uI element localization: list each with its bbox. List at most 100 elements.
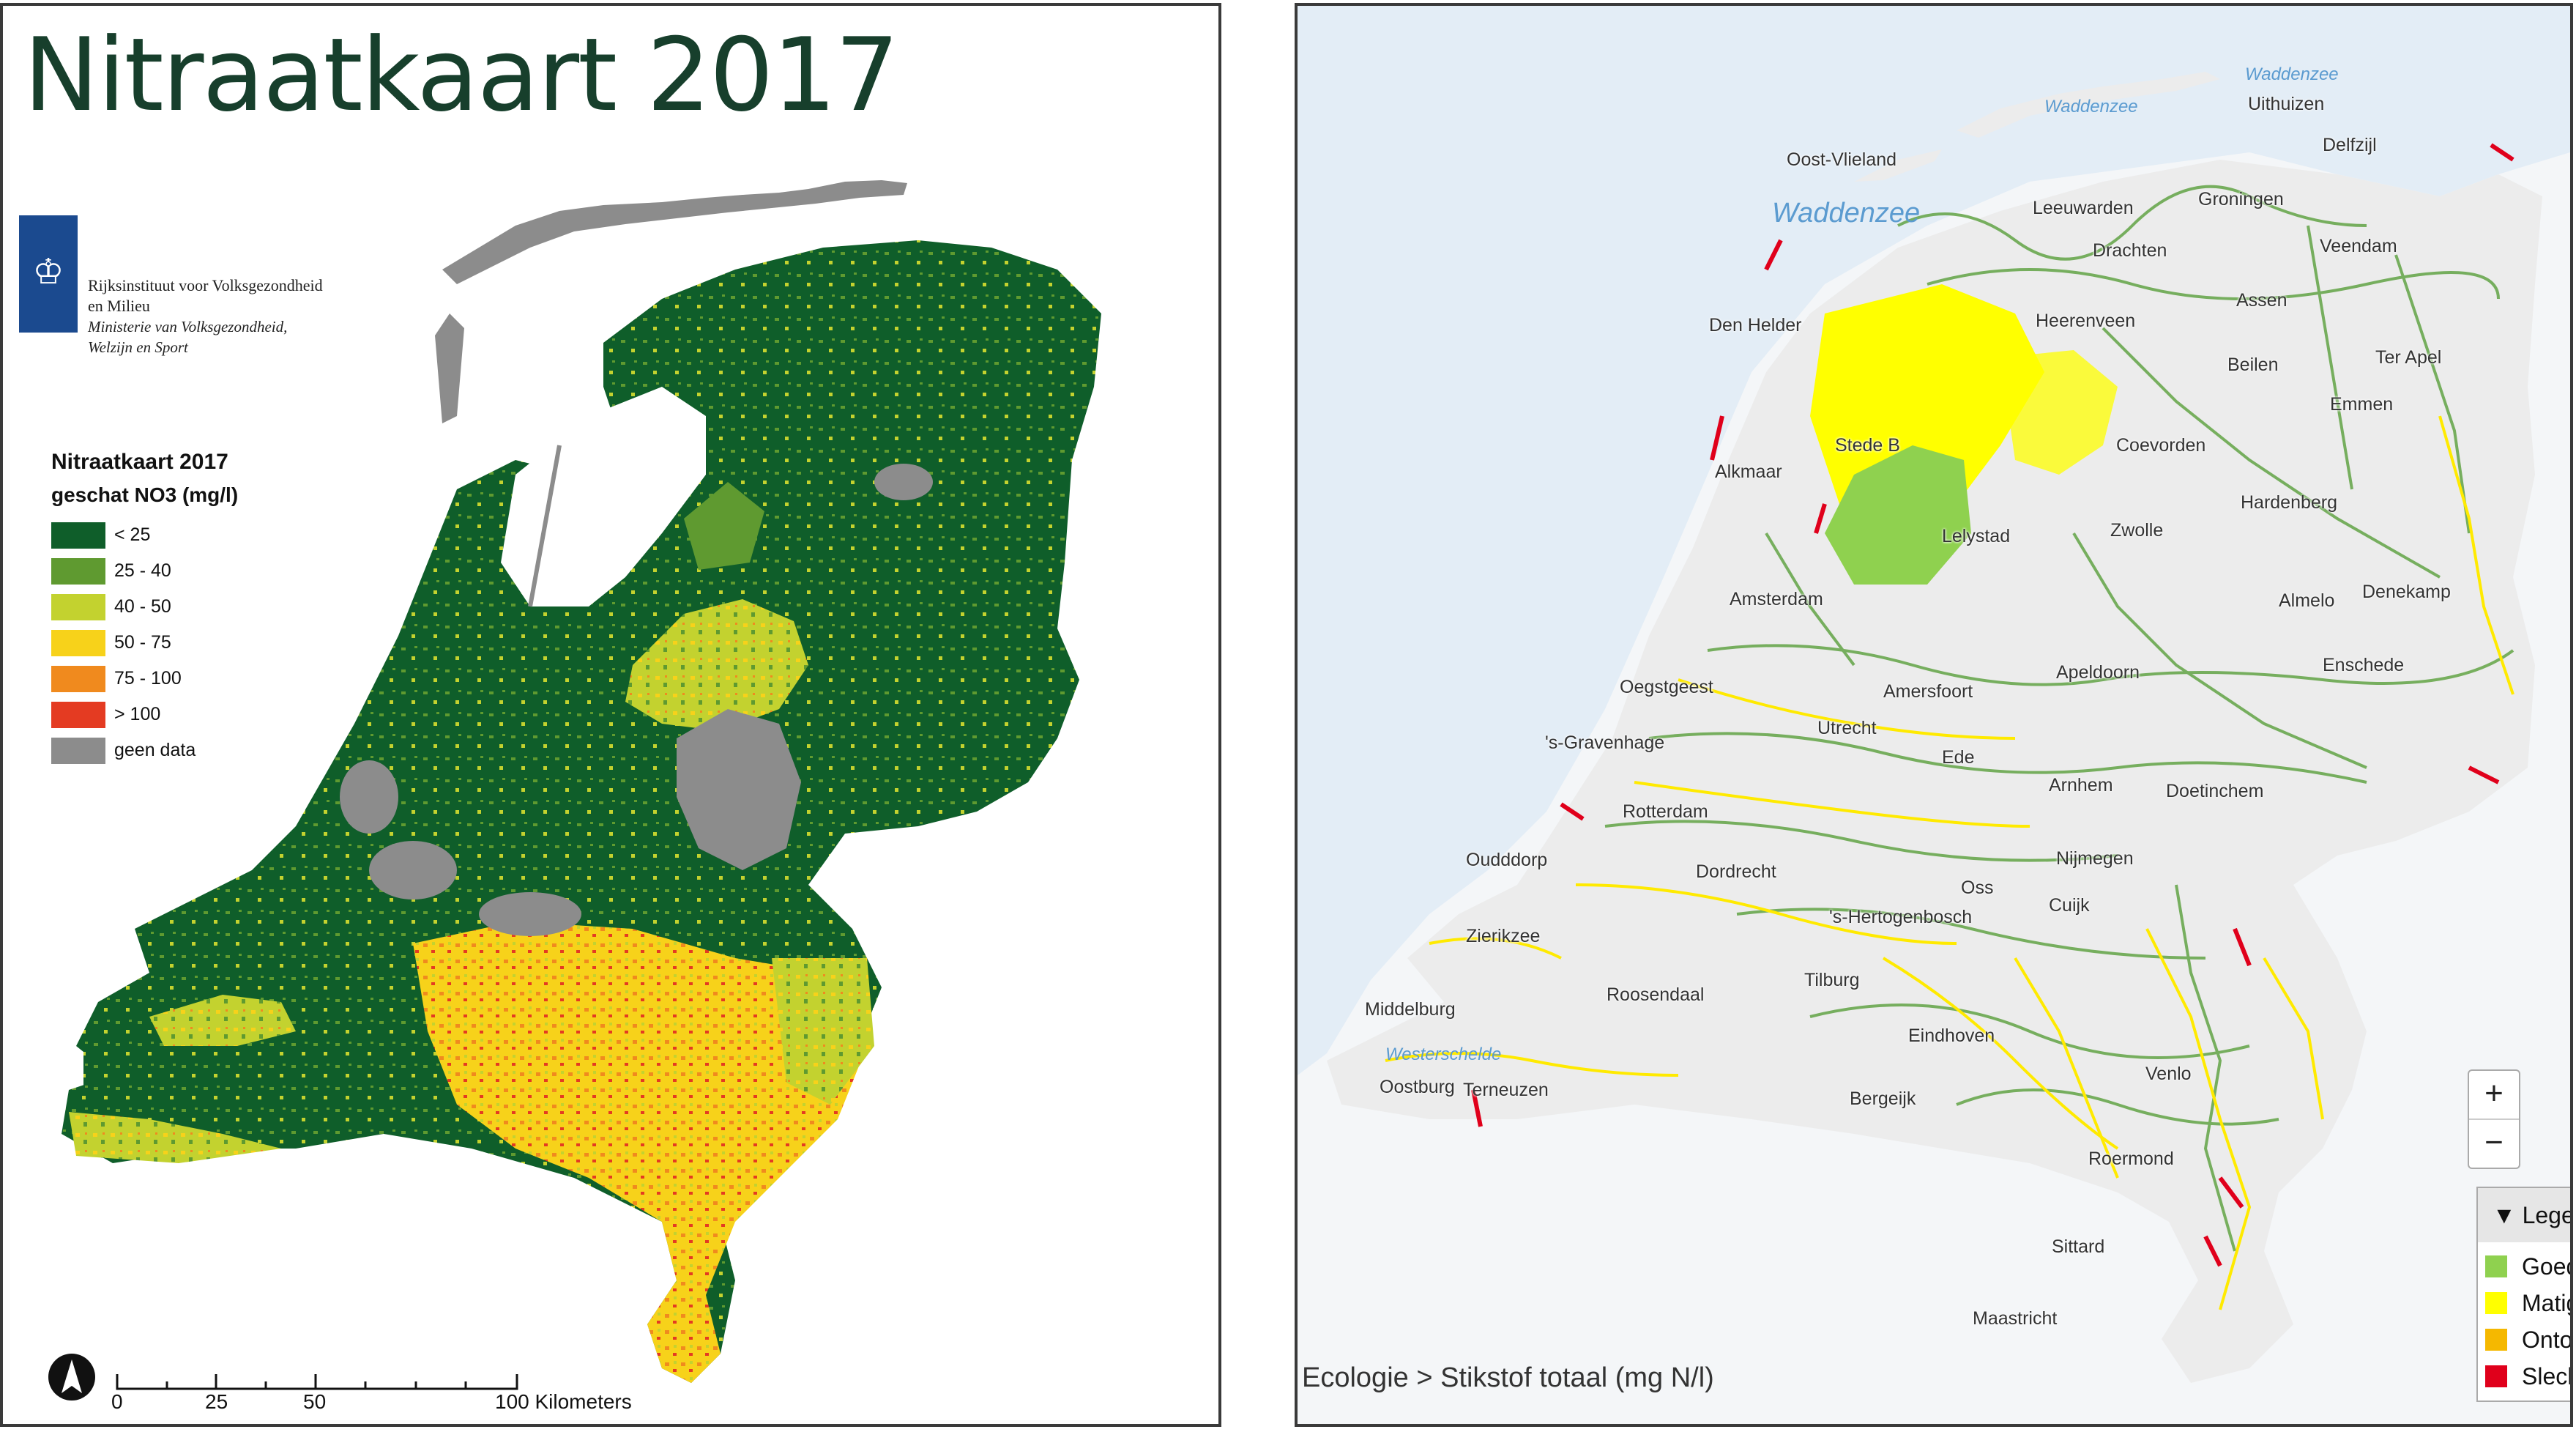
wadden-islands	[442, 180, 907, 284]
place-label: Doetinchem	[2166, 781, 2264, 801]
scale-label: 100 Kilometers	[495, 1390, 632, 1413]
place-label: Nijmegen	[2056, 848, 2134, 869]
place-label: Hardenberg	[2241, 492, 2338, 513]
map-title: Nitraatkaart 2017	[23, 16, 899, 134]
place-label: 's-Gravenhage	[1545, 732, 1665, 753]
place-label: Roosendaal	[1607, 984, 1705, 1005]
place-label: 's-Hertogenbosch	[1829, 907, 1973, 927]
legend-swatch	[2485, 1292, 2507, 1314]
water-quality-map-panel[interactable]: Waddenzee Waddenzee Uithuizen Oost-Vliel…	[1295, 3, 2573, 1427]
land-area	[1327, 160, 2542, 1383]
place-label: Waddenzee	[2245, 64, 2339, 84]
legend-item: Ontoereikend	[2478, 1321, 2573, 1358]
legend-swatch	[51, 522, 105, 549]
place-label: Middelburg	[1365, 999, 1456, 1020]
place-label: Zierikzee	[1466, 926, 1541, 946]
legend-label: Ontoereikend	[2522, 1326, 2573, 1353]
legend-label: 25 - 40	[114, 560, 171, 581]
legend-label: 40 - 50	[114, 596, 171, 617]
legend-label: 50 - 75	[114, 632, 171, 653]
org-line-2: en Milieu	[88, 297, 150, 315]
legend-item: Slecht	[2478, 1358, 2570, 1395]
legend-swatch	[2485, 1365, 2507, 1387]
place-label: Denekamp	[2362, 582, 2451, 602]
place-label: Westerschelde	[1385, 1045, 1502, 1064]
legend-label: 75 - 100	[114, 668, 182, 689]
legend-toggle[interactable]: ▼ Legenda	[2478, 1188, 2570, 1242]
place-label: Apeldoorn	[2056, 662, 2140, 683]
legend-swatch	[2485, 1255, 2507, 1277]
place-label: Enschede	[2323, 655, 2405, 675]
legend-item: < 25	[51, 517, 238, 553]
water-quality-map[interactable]	[1298, 6, 2570, 1424]
coat-of-arms-icon: ♔	[32, 253, 64, 292]
place-label: Stede B	[1835, 435, 1900, 456]
place-label: Maastricht	[1973, 1308, 2058, 1329]
scale-bar	[116, 1374, 518, 1390]
place-label: Arnhem	[2049, 775, 2113, 795]
place-label: Drachten	[2093, 240, 2167, 261]
scale-label: 50	[303, 1390, 327, 1413]
breadcrumb: Ecologie > Stikstof totaal (mg N/l)	[1302, 1362, 1714, 1393]
north-arrow-icon	[48, 1354, 95, 1401]
place-label: Amsterdam	[1730, 589, 1823, 609]
legend-label: Matig	[2522, 1289, 2570, 1316]
legend-item: Goed	[2478, 1248, 2570, 1285]
nitrate-map	[62, 180, 1101, 1383]
place-label: Bergeijk	[1850, 1088, 1916, 1109]
legend-item: 75 - 100	[51, 661, 238, 697]
mainland	[62, 240, 1101, 1383]
place-label: Waddenzee	[2044, 97, 2138, 116]
place-label: Utrecht	[1817, 718, 1877, 738]
place-label: Terneuzen	[1463, 1080, 1549, 1100]
legend-swatch	[51, 629, 105, 656]
legend-swatch	[51, 665, 105, 692]
legend-label: > 100	[114, 704, 161, 724]
zoom-out-button[interactable]: −	[2469, 1118, 2519, 1168]
org-line-1: Rijksinstituut voor Volksgezondheid	[88, 276, 323, 294]
place-label: Roermond	[2088, 1149, 2174, 1169]
caret-down-icon: ▼	[2493, 1202, 2516, 1228]
org-line-3: Ministerie van Volksgezondheid,	[88, 318, 288, 335]
legend-item: 40 - 50	[51, 589, 238, 625]
legend-item: Matig	[2478, 1285, 2570, 1321]
place-label: Coevorden	[2116, 435, 2206, 456]
legend-item: 25 - 40	[51, 553, 238, 589]
place-label: Zwolle	[2110, 520, 2164, 541]
place-label: Delfzijl	[2323, 135, 2377, 155]
zoom-in-button[interactable]: +	[2484, 1075, 2504, 1111]
place-label: Ter Apel	[2375, 347, 2442, 368]
org-line-4: Welzijn en Sport	[88, 338, 188, 356]
place-label: Oudddorp	[1466, 850, 1548, 870]
nitrate-map-panel: Nitraatkaart 2017 ♔ Rijksinstituut voor …	[0, 3, 1221, 1427]
place-label: Uithuizen	[2248, 94, 2325, 114]
legend-item: > 100	[51, 697, 238, 732]
legend-title: Nitraatkaart 2017	[51, 450, 228, 474]
water-quality-legend: ▼ Legenda Goed Matig Ontoereikend Slecht	[2476, 1187, 2573, 1402]
scale-label: 0	[111, 1390, 123, 1413]
place-label: Oss	[1961, 878, 1994, 898]
place-label: Oostburg	[1380, 1077, 1455, 1097]
place-label: Sittard	[2052, 1236, 2105, 1257]
place-label: Alkmaar	[1715, 461, 1782, 482]
government-logo: ♔	[19, 215, 78, 333]
place-label: Veendam	[2320, 236, 2397, 256]
place-label: Assen	[2236, 290, 2287, 311]
legend-item: geen data	[51, 732, 238, 768]
place-label: Tilburg	[1804, 970, 1860, 990]
place-label: Den Helder	[1709, 315, 1802, 335]
legend-swatch	[51, 737, 105, 764]
legend-label: geen data	[114, 740, 196, 760]
place-label: Lelystad	[1942, 526, 2011, 546]
place-label: Waddenzee	[1772, 198, 1921, 229]
legend-swatch	[51, 701, 105, 728]
legend-label: < 25	[114, 524, 151, 545]
place-label: Amersfoort	[1883, 681, 1973, 702]
place-label: Cuijk	[2049, 895, 2090, 916]
place-label: Ede	[1942, 747, 1975, 768]
place-label: Rotterdam	[1623, 801, 1708, 822]
legend-swatch	[51, 557, 105, 585]
place-label: Eindhoven	[1908, 1025, 1995, 1046]
organization-name: Rijksinstituut voor Volksgezondheid en M…	[88, 275, 323, 357]
place-label: Oegstgeest	[1620, 677, 1713, 697]
